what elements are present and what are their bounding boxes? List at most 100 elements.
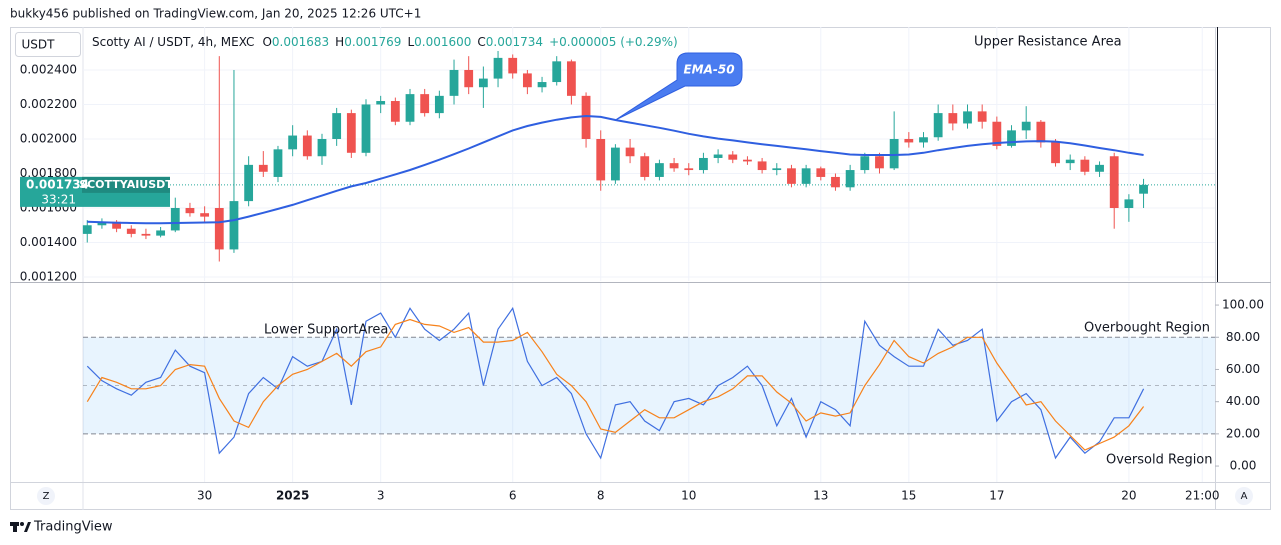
candle-body bbox=[757, 161, 767, 171]
candle-body bbox=[258, 164, 268, 172]
candle-body bbox=[552, 61, 562, 83]
candle-body bbox=[816, 168, 826, 177]
candle-body bbox=[82, 225, 92, 234]
candle-body bbox=[992, 121, 1002, 146]
ohlc-key: L bbox=[407, 35, 414, 49]
oscillator-line bbox=[86, 306, 1145, 460]
y-tick-label: 0.00 bbox=[1230, 459, 1257, 473]
frame bbox=[10, 27, 1271, 510]
candle-body bbox=[699, 157, 708, 171]
candle-body bbox=[229, 201, 239, 250]
candle-body bbox=[1124, 199, 1134, 209]
candle-body bbox=[845, 170, 855, 188]
candle-body bbox=[728, 154, 738, 160]
candle-body bbox=[1051, 142, 1060, 164]
annotation: Oversold Region bbox=[1106, 453, 1213, 468]
ohlc-key: H bbox=[335, 35, 344, 49]
annotation: Overbought Region bbox=[1084, 321, 1210, 336]
candle-body bbox=[332, 113, 342, 139]
x-tick-label: 10 bbox=[681, 489, 696, 503]
x-tick-label: 3 bbox=[377, 489, 385, 503]
candle-body bbox=[743, 159, 752, 162]
candle-body bbox=[288, 135, 298, 150]
grid-layer: 0.001200 0.001400 0.001600 0.001800 0.002000… bbox=[20, 27, 1264, 503]
band-fill bbox=[83, 337, 1215, 434]
candle-body bbox=[361, 104, 371, 153]
logo-part bbox=[13, 522, 17, 532]
x-tick-label: 30 bbox=[197, 489, 212, 503]
logo-part bbox=[24, 522, 31, 532]
candle-body bbox=[434, 95, 444, 114]
candle-body bbox=[1095, 164, 1104, 172]
candle-body bbox=[1021, 121, 1031, 131]
candle-body bbox=[1007, 130, 1016, 146]
candle-body bbox=[170, 208, 180, 231]
currency-box[interactable] bbox=[15, 32, 81, 57]
y-tick-label: 20.00 bbox=[1226, 426, 1260, 440]
oscillator-line bbox=[86, 318, 1145, 451]
countdown: 33:21 bbox=[41, 192, 76, 206]
candle-body bbox=[904, 138, 914, 143]
y-tick-label: 60.00 bbox=[1226, 362, 1260, 376]
candle-body bbox=[112, 221, 121, 229]
price-label: 0.001734 bbox=[26, 177, 89, 191]
candle-body bbox=[141, 233, 151, 236]
candle-body bbox=[200, 213, 210, 217]
candle-body bbox=[875, 156, 884, 169]
candle-body bbox=[244, 164, 254, 202]
candle-body bbox=[1080, 159, 1090, 172]
ohlc-value: 0.001683 bbox=[272, 35, 329, 49]
brand-logo bbox=[10, 522, 31, 532]
candle-body bbox=[1065, 159, 1075, 164]
candle-body bbox=[537, 82, 547, 88]
ticker-box bbox=[82, 176, 170, 193]
candle-body bbox=[390, 101, 400, 122]
candle-body bbox=[1139, 184, 1148, 194]
y-tick-label: 0.001200 bbox=[20, 270, 77, 284]
overlay-layer: USDT Z A TradingView Scotty AI / USDT, 4… bbox=[10, 32, 1253, 535]
button[interactable] bbox=[37, 487, 55, 505]
candle-body bbox=[669, 163, 679, 169]
annotation: Lower SupportArea bbox=[264, 323, 388, 338]
x-tick-label: 17 bbox=[989, 489, 1004, 503]
candle-body bbox=[611, 147, 620, 181]
callout bbox=[615, 52, 743, 121]
candle-body bbox=[376, 101, 386, 105]
candle-body bbox=[831, 176, 840, 188]
ohlc-key: O bbox=[262, 35, 271, 49]
candle-body bbox=[713, 154, 723, 158]
candle-body bbox=[420, 94, 430, 114]
symbol-legend: Scotty AI / USDT, 4h, MEXC O0.001683 H0.00… bbox=[92, 35, 678, 49]
y-tick-label: 0.001800 bbox=[20, 166, 77, 180]
candle-body bbox=[787, 168, 796, 184]
candle-body bbox=[772, 168, 782, 171]
y-tick-label: 80.00 bbox=[1226, 330, 1260, 344]
annotation: Upper Resistance Area bbox=[974, 35, 1122, 50]
y-tick-label: 100.00 bbox=[1222, 298, 1264, 312]
candle-body bbox=[478, 78, 488, 88]
ohlc-value: 0.001734 bbox=[486, 35, 543, 49]
x-tick-label: 8 bbox=[597, 489, 605, 503]
candle-body bbox=[1109, 156, 1119, 209]
candle-body bbox=[566, 61, 576, 96]
candle-body bbox=[684, 168, 694, 171]
x-tick-label: 13 bbox=[813, 489, 828, 503]
candle-body bbox=[801, 168, 811, 184]
candle-body bbox=[860, 156, 870, 171]
brand: TradingView bbox=[33, 520, 113, 535]
change: +0.000005 (+0.29%) bbox=[549, 35, 678, 49]
ohlc-key: C bbox=[477, 35, 485, 49]
x-tick-label: 21:00 bbox=[1185, 489, 1220, 503]
candle-body bbox=[919, 137, 928, 143]
candle-body bbox=[317, 138, 327, 157]
candle-body bbox=[640, 156, 650, 177]
button[interactable] bbox=[1235, 487, 1253, 505]
candle-body bbox=[126, 228, 136, 234]
ticker-label: SCOTTYAIUSDT bbox=[79, 178, 173, 191]
candle-body bbox=[625, 147, 635, 157]
candle-body bbox=[346, 113, 356, 153]
x-tick-label: 20 bbox=[1121, 489, 1136, 503]
candle-body bbox=[508, 57, 518, 74]
